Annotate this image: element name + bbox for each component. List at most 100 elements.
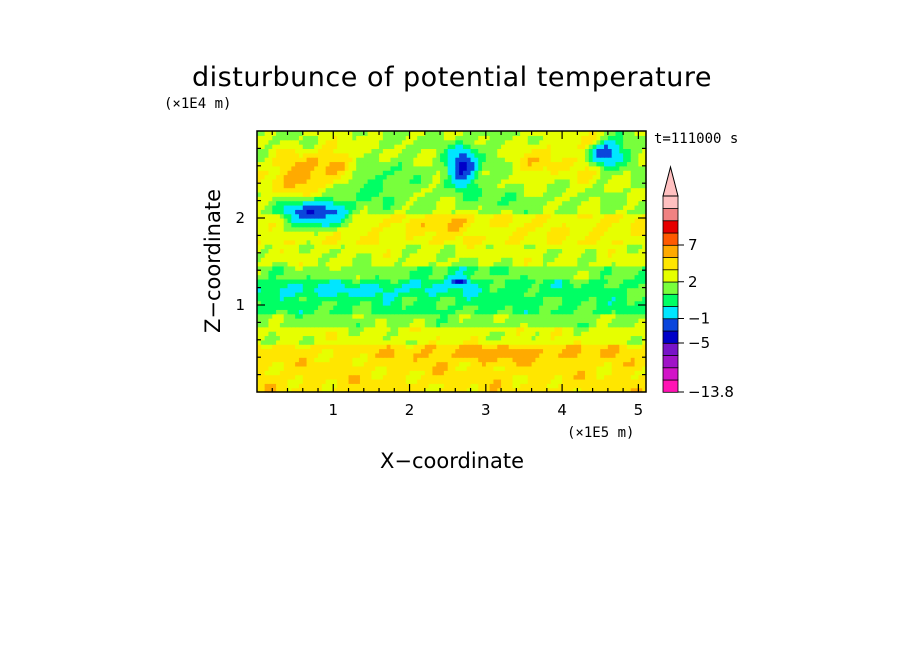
heatmap-cell <box>615 257 620 263</box>
heatmap-cell <box>333 226 338 232</box>
heatmap-cell <box>287 248 292 254</box>
heatmap-cell <box>318 291 323 297</box>
heatmap-cell <box>588 348 594 354</box>
heatmap-cell <box>523 231 529 236</box>
heatmap-cell <box>390 222 395 228</box>
heatmap-cell <box>523 374 529 380</box>
heatmap-cell <box>527 344 533 350</box>
heatmap-cell <box>295 218 300 223</box>
heatmap-cell <box>356 318 361 323</box>
heatmap-cell <box>584 383 590 389</box>
heatmap-cell <box>405 244 411 250</box>
heatmap-cell <box>546 196 552 202</box>
heatmap-cell <box>386 344 392 350</box>
heatmap-cell <box>573 248 578 254</box>
heatmap-cell <box>302 374 308 380</box>
heatmap-cell <box>367 344 373 350</box>
heatmap-cell <box>371 387 376 393</box>
heatmap-cell <box>565 309 571 315</box>
heatmap-cell <box>394 374 399 380</box>
heatmap-cell <box>409 270 414 276</box>
heatmap-cell <box>626 196 632 202</box>
heatmap-cell <box>493 204 498 210</box>
heatmap-cell <box>428 357 434 363</box>
heatmap-cell <box>539 213 544 219</box>
heatmap-cell <box>455 209 460 215</box>
heatmap-cell <box>409 313 414 319</box>
heatmap-cell <box>298 283 304 289</box>
heatmap-cell <box>581 331 586 337</box>
heatmap-cell <box>257 318 262 323</box>
heatmap-cell <box>565 344 571 350</box>
heatmap-cell <box>516 283 521 289</box>
heatmap-cell <box>577 291 582 297</box>
heatmap-cell <box>600 357 605 363</box>
heatmap-cell <box>260 318 266 323</box>
heatmap-cell <box>283 274 289 280</box>
heatmap-cell <box>291 274 296 280</box>
heatmap-cell <box>371 261 376 267</box>
heatmap-cell <box>321 331 327 337</box>
heatmap-cell <box>409 331 414 337</box>
heatmap-cell <box>314 344 319 350</box>
heatmap-cell <box>558 309 563 315</box>
heatmap-cell <box>638 374 643 380</box>
heatmap-cell <box>592 278 598 284</box>
heatmap-cell <box>329 283 334 289</box>
heatmap-cell <box>470 370 475 376</box>
heatmap-cell <box>432 361 437 367</box>
heatmap-cell <box>264 274 270 280</box>
heatmap-cell <box>588 257 594 263</box>
heatmap-cell <box>596 331 601 337</box>
heatmap-cell <box>531 313 536 319</box>
heatmap-cell <box>394 196 399 202</box>
heatmap-cell <box>390 200 395 206</box>
heatmap-cell <box>367 257 373 263</box>
heatmap-cell <box>302 365 308 371</box>
heatmap-cell <box>295 357 300 363</box>
heatmap-cell <box>504 204 510 210</box>
heatmap-cell <box>485 222 491 228</box>
heatmap-cell <box>619 296 624 302</box>
heatmap-cell <box>272 257 277 263</box>
heatmap-cell <box>615 365 620 371</box>
heatmap-cell <box>623 378 628 384</box>
heatmap-cell <box>302 339 308 345</box>
heatmap-cell <box>409 274 414 280</box>
heatmap-cell <box>314 218 319 223</box>
heatmap-cell <box>306 226 311 232</box>
heatmap-cell <box>623 374 628 380</box>
heatmap-cell <box>577 331 582 337</box>
heatmap-cell <box>588 357 594 363</box>
heatmap-cell <box>401 318 407 323</box>
heatmap-cell <box>546 313 552 319</box>
heatmap-cell <box>279 274 285 280</box>
heatmap-cell <box>523 178 529 184</box>
heatmap-cell <box>497 191 502 197</box>
heatmap-cell <box>588 200 594 206</box>
heatmap-cell <box>264 218 270 223</box>
heatmap-cell <box>386 326 392 332</box>
heatmap-cell <box>295 222 300 228</box>
heatmap-cell <box>615 252 620 258</box>
heatmap-cell <box>337 318 342 323</box>
heatmap-cell <box>440 331 445 337</box>
heatmap-cell <box>352 270 357 276</box>
heatmap-cell <box>577 183 582 189</box>
heatmap-cell <box>493 313 498 319</box>
heatmap-cell <box>432 344 437 350</box>
heatmap-cell <box>523 200 529 206</box>
heatmap-cell <box>306 178 311 184</box>
heatmap-cell <box>604 283 609 289</box>
heatmap-cell <box>508 183 514 189</box>
heatmap-cell <box>611 291 617 297</box>
heatmap-field <box>257 131 647 393</box>
heatmap-cell <box>367 270 373 276</box>
heatmap-cell <box>478 378 483 384</box>
heatmap-cell <box>405 313 411 319</box>
heatmap-cell <box>272 291 277 297</box>
heatmap-cell <box>523 339 529 345</box>
heatmap-cell <box>443 305 449 310</box>
heatmap-cell <box>558 248 563 254</box>
heatmap-cell <box>539 274 544 280</box>
